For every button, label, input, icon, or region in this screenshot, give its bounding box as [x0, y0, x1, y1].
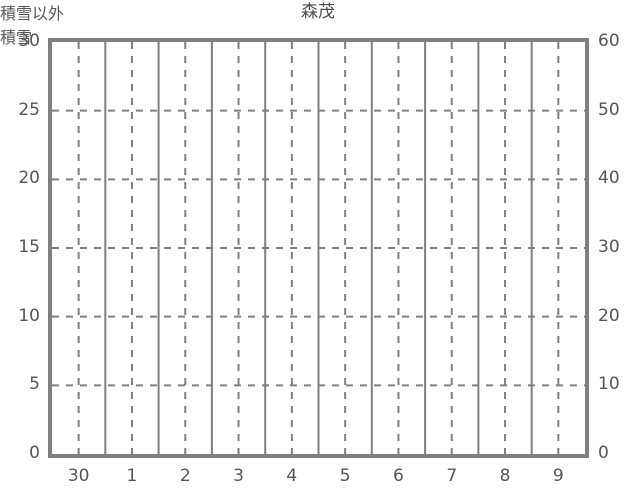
right-axis-tick-label: 30	[598, 237, 620, 257]
left-axis-tick-label: 15	[18, 237, 40, 257]
x-axis-tick-label: 5	[339, 466, 351, 486]
x-axis-tick-label: 30	[67, 466, 90, 486]
x-axis-tick-label: 1	[126, 466, 138, 486]
x-axis-tick-label: 2	[179, 466, 191, 486]
x-axis-tick-label: 7	[446, 466, 458, 486]
right-axis-tick-label: 60	[598, 31, 620, 51]
left-axis-tick-label: 5	[29, 374, 40, 395]
chart-title: 森茂	[301, 2, 335, 22]
left-axis-tick-label: 30	[18, 31, 40, 51]
plot-area	[48, 38, 589, 458]
right-axis-tick-label: 50	[598, 99, 620, 120]
right-axis-tick-label: 40	[598, 168, 620, 189]
right-axis-tick-label: 0	[598, 443, 609, 463]
x-axis-tick-label: 4	[286, 466, 298, 486]
right-axis-title: 積雪	[0, 28, 33, 47]
x-axis-tick-label: 6	[393, 466, 404, 486]
left-axis-title: 積雪以外	[0, 4, 65, 23]
x-axis-tick-label: 3	[233, 466, 244, 486]
plot-inner	[52, 42, 585, 454]
x-axis-tick-label: 9	[552, 466, 564, 486]
right-axis-tick-label: 10	[598, 374, 620, 395]
left-axis-tick-label: 10	[18, 305, 40, 326]
left-axis-tick-label: 25	[18, 99, 40, 120]
gridlines	[52, 42, 585, 454]
right-axis-tick-label: 20	[598, 305, 620, 326]
left-axis-tick-label: 0	[29, 443, 40, 463]
data-series-layer	[52, 42, 585, 454]
x-axis-tick-label: 8	[499, 466, 511, 486]
left-axis-tick-label: 20	[18, 168, 40, 189]
